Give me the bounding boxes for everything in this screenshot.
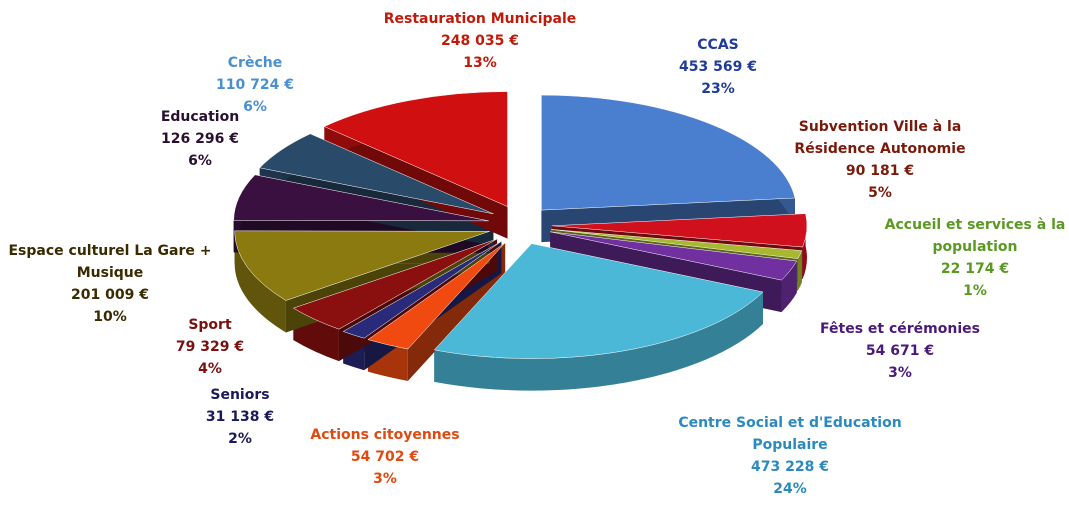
label-line: Restauration Municipale xyxy=(383,11,577,27)
label-line: 1% xyxy=(963,283,987,299)
slice xyxy=(551,229,803,259)
label-line: Espace culturel La Gare + Musique xyxy=(8,243,212,281)
slice-label: Actions citoyennes 54 702 € 3% xyxy=(295,424,475,490)
label-line: 3% xyxy=(373,471,397,487)
label-line: 453 569 € xyxy=(679,59,757,75)
label-line: Accueil et services à la population xyxy=(884,217,1066,255)
label-line: Actions citoyennes xyxy=(310,427,460,443)
label-line: 23% xyxy=(701,81,735,97)
slice-label: Sport 79 329 € 4% xyxy=(150,314,270,380)
label-line: 473 228 € xyxy=(751,459,829,475)
slice-label: Crèche 110 724 € 6% xyxy=(195,52,315,118)
slice xyxy=(342,241,502,339)
slice xyxy=(259,133,494,215)
label-line: 110 724 € xyxy=(216,77,294,93)
label-line: 79 329 € xyxy=(175,339,245,355)
slice-wall xyxy=(434,291,764,391)
slice-label: Fêtes et cérémonies 54 671 € 3% xyxy=(800,318,1000,384)
slice-wall xyxy=(797,250,802,291)
slice xyxy=(433,243,764,359)
label-line: 3% xyxy=(888,365,912,381)
slice-label: CCAS 453 569 € 23% xyxy=(638,34,798,100)
slice xyxy=(233,174,489,222)
slice xyxy=(234,230,490,301)
label-line: Subvention Ville à la Résidence Autonomi… xyxy=(794,119,966,157)
label-line: CCAS xyxy=(697,37,739,53)
label-line: Seniors xyxy=(210,387,270,403)
slice-label: Centre Social et d'Education Populaire 47… xyxy=(665,412,915,500)
label-line: 24% xyxy=(773,481,807,497)
label-line: 5% xyxy=(868,185,892,201)
label-line: 31 138 € xyxy=(205,409,275,425)
label-line: Crèche xyxy=(227,55,283,71)
slice-label: Accueil et services à la population 22 17… xyxy=(880,214,1069,302)
slice-side xyxy=(541,95,795,243)
label-line: 22 174 € xyxy=(940,261,1010,277)
label-line: Sport xyxy=(188,317,232,333)
label-line: 201 009 € xyxy=(71,287,149,303)
slice-label: Subvention Ville à la Résidence Autonomi… xyxy=(780,116,980,204)
slice xyxy=(323,91,508,207)
slice-wall xyxy=(781,261,797,313)
label-line: 126 296 € xyxy=(161,131,239,147)
slice xyxy=(550,231,798,281)
label-line: 248 035 € xyxy=(441,33,519,49)
slice xyxy=(292,238,498,330)
slice-label: Restauration Municipale 248 035 € 13% xyxy=(365,8,595,74)
label-line: 54 671 € xyxy=(865,343,935,359)
slice-tops xyxy=(233,91,808,359)
label-line: 2% xyxy=(228,431,252,447)
label-line: 4% xyxy=(198,361,222,377)
label-line: 54 702 € xyxy=(350,449,420,465)
slice xyxy=(541,94,796,211)
label-line: 10% xyxy=(93,309,127,325)
slice-label: Seniors 31 138 € 2% xyxy=(180,384,300,450)
label-line: Centre Social et d'Education Populaire xyxy=(678,415,902,453)
label-line: 6% xyxy=(188,153,212,169)
slice xyxy=(551,213,808,248)
label-line: 13% xyxy=(463,55,497,71)
label-line: 90 181 € xyxy=(845,163,915,179)
label-line: Fêtes et cérémonies xyxy=(820,321,980,337)
slice-label: Education 126 296 € 6% xyxy=(125,106,275,172)
label-line: 6% xyxy=(243,99,267,115)
label-line: Education xyxy=(160,109,240,125)
slice xyxy=(367,242,506,350)
slice-label: Espace culturel La Gare + Musique 201 009… xyxy=(0,240,220,328)
